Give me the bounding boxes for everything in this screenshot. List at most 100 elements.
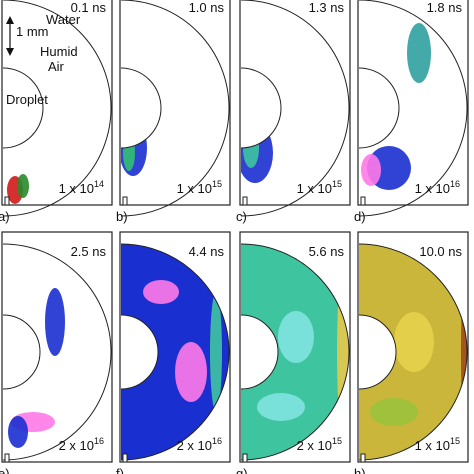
contour-region (210, 292, 222, 412)
panel: 2.5 ns 2 x 1016 e) (0, 231, 113, 474)
contour-region (17, 174, 29, 198)
arrow-head (6, 16, 14, 24)
peak-value-base: 1 x 10 (297, 181, 332, 196)
droplet-boundary (240, 314, 279, 390)
peak-value-exponent: 15 (450, 436, 460, 446)
panel-label: d) (354, 209, 366, 224)
peak-value: 1 x 1015 (297, 179, 342, 196)
humid-air-label: Humid Air (40, 44, 78, 74)
peak-value-base: 1 x 10 (177, 181, 212, 196)
scale-bar-label: 1 mm (16, 24, 49, 39)
outer-boundary (358, 243, 468, 461)
peak-value-exponent: 15 (212, 179, 222, 189)
contour-region (257, 393, 305, 421)
panel-frame (119, 231, 231, 463)
time-label: 10.0 ns (419, 244, 462, 259)
panel-label: f) (116, 466, 124, 474)
outer-boundary (240, 243, 350, 461)
electrode-tip (122, 453, 128, 463)
contour-region (370, 398, 418, 426)
peak-value-base: 1 x 10 (415, 181, 450, 196)
panel: 1.8 ns 1 x 1016 d) (354, 0, 469, 224)
droplet-boundary (2, 314, 41, 390)
panel: 1.3 ns 1 x 1015 c) (236, 0, 351, 224)
density-contours (361, 23, 431, 190)
electrode-tip (122, 196, 128, 206)
peak-value-exponent: 14 (94, 179, 104, 189)
panel-frame (1, 231, 113, 463)
contour-region (407, 23, 431, 83)
contour-region (394, 312, 434, 372)
density-contours (143, 280, 222, 412)
peak-value-exponent: 15 (332, 436, 342, 446)
peak-value: 1 x 1015 (177, 179, 222, 196)
panel-label: c) (236, 209, 247, 224)
droplet-boundary (240, 67, 282, 149)
droplet-boundary (2, 67, 44, 149)
time-label: 1.0 ns (189, 0, 225, 15)
peak-value-base: 2 x 10 (297, 438, 332, 453)
peak-value: 2 x 1015 (297, 436, 342, 453)
contour-region (45, 288, 65, 356)
outer-boundary (2, 0, 112, 217)
panel-frame (1, 0, 113, 206)
peak-value-exponent: 16 (450, 179, 460, 189)
panel: 4.4 ns 2 x 1016 f) (116, 231, 231, 474)
droplet-boundary (120, 314, 159, 390)
density-contours (8, 288, 65, 448)
electrode-tip (242, 196, 248, 206)
electrode-tip (4, 453, 10, 463)
label-line: Humid (40, 44, 78, 59)
label-line: Air (48, 59, 65, 74)
electrode-tip (360, 453, 366, 463)
panel-frame (239, 231, 351, 463)
panel-label: e) (0, 466, 10, 474)
droplet-boundary (358, 67, 400, 149)
outer-boundary (240, 0, 350, 217)
contour-region (278, 311, 314, 363)
density-contours (241, 123, 273, 183)
droplet-label: Droplet (6, 92, 48, 107)
peak-value-base: 1 x 10 (59, 181, 94, 196)
peak-value: 1 x 1014 (59, 179, 104, 196)
peak-value: 2 x 1016 (59, 436, 104, 453)
panel: 5.6 ns 2 x 1015 g) (236, 231, 351, 474)
peak-value-base: 2 x 10 (177, 438, 212, 453)
panel-label: h) (354, 466, 366, 474)
panel-frame (357, 0, 469, 206)
droplet-boundary (120, 67, 162, 149)
outer-boundary (358, 0, 468, 217)
electrode-tip (360, 196, 366, 206)
panel-frame (119, 0, 231, 206)
panel: 0.1 ns 1 x 1014 a) (0, 0, 113, 224)
contour-region (123, 135, 135, 171)
contour-region (8, 416, 28, 448)
contour-region (361, 154, 381, 186)
arrow-head (6, 48, 14, 56)
peak-value-base: 2 x 10 (59, 438, 94, 453)
density-contours (7, 174, 29, 204)
contour-region (337, 272, 349, 432)
panel-frame (357, 231, 469, 463)
panel-a-annotations: Water 1 mm Humid Air Droplet (6, 12, 81, 107)
panel-label: g) (236, 466, 248, 474)
outer-boundary (120, 243, 230, 461)
time-label: 1.3 ns (309, 0, 345, 15)
outer-boundary (2, 243, 112, 461)
outer-boundary (120, 0, 230, 217)
panel: 1.0 ns 1 x 1015 b) (116, 0, 231, 224)
panel-frame (239, 0, 351, 206)
peak-value: 2 x 1016 (177, 436, 222, 453)
contour-region (143, 280, 179, 304)
panel-label: b) (116, 209, 128, 224)
time-label: 5.6 ns (309, 244, 345, 259)
time-label: 2.5 ns (71, 244, 107, 259)
peak-value-exponent: 16 (212, 436, 222, 446)
time-label: 0.1 ns (71, 0, 107, 15)
electrode-tip (242, 453, 248, 463)
peak-value-exponent: 16 (94, 436, 104, 446)
peak-value-exponent: 15 (332, 179, 342, 189)
contour-region (175, 342, 207, 402)
